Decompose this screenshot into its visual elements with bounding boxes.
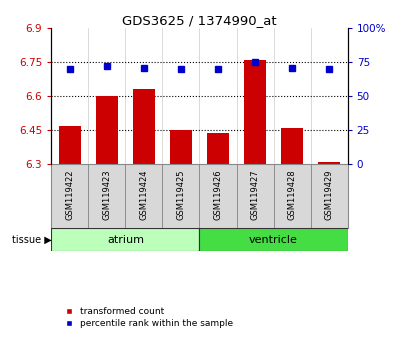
Bar <box>310 164 348 228</box>
Bar <box>281 128 303 164</box>
Bar <box>207 132 229 164</box>
Bar <box>170 130 192 164</box>
Text: tissue ▶: tissue ▶ <box>11 235 51 245</box>
Bar <box>126 164 162 228</box>
Text: GSM119426: GSM119426 <box>213 169 222 220</box>
Bar <box>51 228 199 251</box>
Bar <box>59 126 81 164</box>
Text: ventricle: ventricle <box>249 235 298 245</box>
Bar <box>96 96 118 164</box>
Bar <box>88 164 126 228</box>
Legend: transformed count, percentile rank within the sample: transformed count, percentile rank withi… <box>56 304 237 332</box>
Bar <box>199 164 237 228</box>
Text: atrium: atrium <box>107 235 144 245</box>
Text: GSM119428: GSM119428 <box>288 169 297 220</box>
Bar <box>244 60 266 164</box>
Text: GSM119423: GSM119423 <box>102 169 111 220</box>
Bar <box>133 90 155 164</box>
Title: GDS3625 / 1374990_at: GDS3625 / 1374990_at <box>122 14 277 27</box>
Bar <box>318 162 340 164</box>
Bar <box>51 164 88 228</box>
Bar <box>237 164 274 228</box>
Text: GSM119425: GSM119425 <box>177 169 186 220</box>
Text: GSM119422: GSM119422 <box>65 169 74 220</box>
Bar <box>274 164 310 228</box>
Text: GSM119427: GSM119427 <box>250 169 260 220</box>
Text: GSM119424: GSM119424 <box>139 169 149 220</box>
Bar <box>199 228 348 251</box>
Text: GSM119429: GSM119429 <box>325 169 334 220</box>
Bar <box>162 164 199 228</box>
